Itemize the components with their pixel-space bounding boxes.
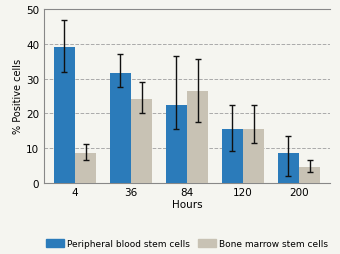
Bar — [131, 100, 152, 183]
Legend: Peripheral blood stem cells, Bone marrow stem cells: Peripheral blood stem cells, Bone marrow… — [42, 236, 332, 252]
Bar — [166, 105, 187, 183]
Bar — [278, 153, 299, 183]
Y-axis label: % Positive cells: % Positive cells — [14, 59, 23, 134]
Bar — [110, 74, 131, 183]
Bar — [299, 167, 320, 183]
Bar — [54, 48, 75, 183]
Bar — [75, 153, 96, 183]
Bar — [187, 91, 208, 183]
Bar — [243, 129, 264, 183]
X-axis label: Hours: Hours — [172, 199, 202, 209]
Bar — [222, 129, 243, 183]
